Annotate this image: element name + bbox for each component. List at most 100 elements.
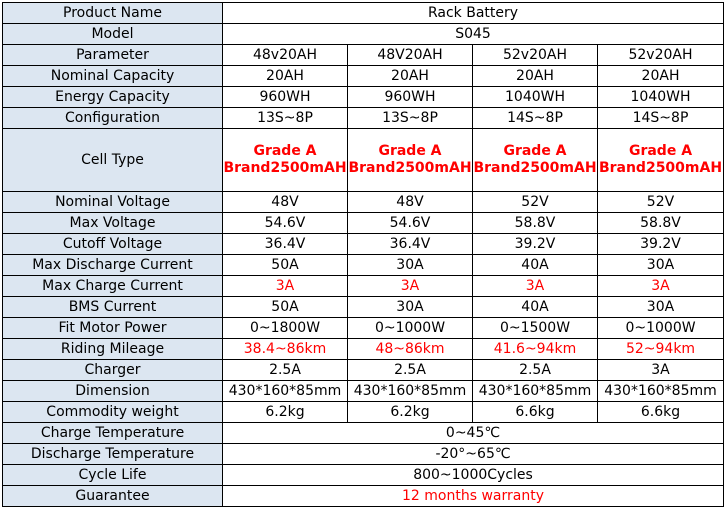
row-label: Nominal Capacity (2, 65, 223, 87)
model-label: Model (2, 23, 223, 45)
row-label: Riding Mileage (2, 338, 223, 360)
cell-value: 52V (596, 191, 725, 213)
cell-grade: Grade A (253, 143, 317, 159)
row-label: Nominal Voltage (2, 191, 223, 213)
cell-value: 0~1000W (347, 317, 473, 339)
row-label: Discharge Temperature (2, 443, 223, 465)
cell-value: 30A (347, 254, 473, 276)
cell-value: 38.4~86km (222, 338, 348, 360)
row-guarantee: Guarantee 12 months warranty (2, 485, 725, 507)
row-nominal-voltage: Nominal Voltage 48V 48V 52V 52V (2, 191, 725, 213)
cell-value: 3A (472, 275, 598, 297)
row-label: Max Voltage (2, 212, 223, 234)
cell-value: 960WH (222, 86, 348, 108)
cell-value: 3A (222, 275, 348, 297)
cell-type-value: Grade A Brand2500mAH (596, 128, 725, 192)
row-label: Dimension (2, 380, 223, 402)
cell-value: 1040WH (596, 86, 725, 108)
row-label: Max Discharge Current (2, 254, 223, 276)
cell-value: 30A (347, 296, 473, 318)
row-cell-type: Cell Type Grade A Brand2500mAH Grade A B… (2, 128, 725, 192)
cell-grade: Grade A (378, 143, 442, 159)
cell-value: 6.2kg (347, 401, 473, 423)
cell-value: 52~94km (596, 338, 725, 360)
row-bms-current: BMS Current 50A 30A 40A 30A (2, 296, 725, 318)
merged-value: 0~45℃ (221, 422, 725, 444)
cell-value: 39.2V (472, 233, 598, 255)
cell-type-value: Grade A Brand2500mAH (347, 128, 473, 192)
cell-value: 0~1800W (222, 317, 348, 339)
row-cycle-life: Cycle Life 800~1000Cycles (2, 464, 725, 486)
cell-value: 48V (347, 191, 473, 213)
row-parameter: Parameter 48v20AH 48V20AH 52v20AH 52v20A… (2, 44, 725, 66)
cell-value: 20AH (596, 65, 725, 87)
cell-value: 2.5A (472, 359, 598, 381)
cell-value: 3A (347, 275, 473, 297)
cell-value: 960WH (347, 86, 473, 108)
cell-brand: Brand2500mAH (223, 160, 347, 176)
cell-value: 430*160*85mm (222, 380, 348, 402)
cell-value: 50A (222, 296, 348, 318)
cell-value: 39.2V (596, 233, 725, 255)
row-fit-motor-power: Fit Motor Power 0~1800W 0~1000W 0~1500W … (2, 317, 725, 339)
cell-value: 30A (596, 254, 725, 276)
row-discharge-temperature: Discharge Temperature -20°~65℃ (2, 443, 725, 465)
cell-brand: Brand2500mAH (598, 160, 723, 176)
cell-value: 430*160*85mm (347, 380, 473, 402)
row-label: Energy Capacity (2, 86, 223, 108)
row-label: Guarantee (2, 485, 223, 507)
row-dimension: Dimension 430*160*85mm 430*160*85mm 430*… (2, 380, 725, 402)
row-energy-capacity: Energy Capacity 960WH 960WH 1040WH 1040W… (2, 86, 725, 108)
cell-value: 48V (222, 191, 348, 213)
cell-value: 41.6~94km (472, 338, 598, 360)
cell-value: 40A (472, 296, 598, 318)
row-label: Configuration (2, 107, 223, 129)
parameter-value: 52v20AH (472, 44, 598, 66)
cell-value: 36.4V (347, 233, 473, 255)
cell-brand: Brand2500mAH (348, 160, 472, 176)
row-label: Fit Motor Power (2, 317, 223, 339)
cell-value: 58.8V (596, 212, 725, 234)
row-charge-temperature: Charge Temperature 0~45℃ (2, 422, 725, 444)
row-label: Charger (2, 359, 223, 381)
parameter-value: 48v20AH (222, 44, 348, 66)
product-name-value: Rack Battery (221, 2, 725, 24)
cell-type-value: Grade A Brand2500mAH (472, 128, 598, 192)
cell-value: 14S~8P (596, 107, 725, 129)
model-value: S045 (221, 23, 725, 45)
row-label: Charge Temperature (2, 422, 223, 444)
row-label: Cutoff Voltage (2, 233, 223, 255)
cell-value: 6.6kg (472, 401, 598, 423)
row-model: Model S045 (2, 23, 725, 45)
cell-brand: Brand2500mAH (473, 160, 597, 176)
cell-value: 54.6V (222, 212, 348, 234)
cell-value: 3A (596, 359, 725, 381)
cell-value: 13S~8P (222, 107, 348, 129)
cell-value: 0~1000W (596, 317, 725, 339)
row-configuration: Configuration 13S~8P 13S~8P 14S~8P 14S~8… (2, 107, 725, 129)
cell-grade: Grade A (503, 143, 567, 159)
cell-value: 430*160*85mm (596, 380, 725, 402)
merged-value: -20°~65℃ (221, 443, 725, 465)
cell-value: 2.5A (347, 359, 473, 381)
cell-value: 430*160*85mm (472, 380, 598, 402)
cell-value: 6.6kg (596, 401, 725, 423)
cell-value: 13S~8P (347, 107, 473, 129)
merged-value: 800~1000Cycles (221, 464, 725, 486)
row-label: Commodity weight (2, 401, 223, 423)
cell-type-label: Cell Type (2, 128, 223, 192)
cell-value: 20AH (347, 65, 473, 87)
row-commodity-weight: Commodity weight 6.2kg 6.2kg 6.6kg 6.6kg (2, 401, 725, 423)
cell-value: 3A (596, 275, 725, 297)
cell-value: 54.6V (347, 212, 473, 234)
cell-value: 30A (596, 296, 725, 318)
row-label: Max Charge Current (2, 275, 223, 297)
row-cutoff-voltage: Cutoff Voltage 36.4V 36.4V 39.2V 39.2V (2, 233, 725, 255)
cell-type-value: Grade A Brand2500mAH (222, 128, 348, 192)
row-nominal-capacity: Nominal Capacity 20AH 20AH 20AH 20AH (2, 65, 725, 87)
cell-value: 36.4V (222, 233, 348, 255)
cell-grade: Grade A (628, 143, 693, 159)
row-charger: Charger 2.5A 2.5A 2.5A 3A (2, 359, 725, 381)
row-product-name: Product Name Rack Battery (2, 2, 725, 24)
row-riding-mileage: Riding Mileage 38.4~86km 48~86km 41.6~94… (2, 338, 725, 360)
